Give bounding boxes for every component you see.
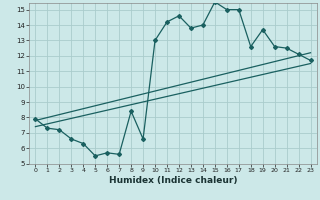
X-axis label: Humidex (Indice chaleur): Humidex (Indice chaleur) (109, 176, 237, 185)
